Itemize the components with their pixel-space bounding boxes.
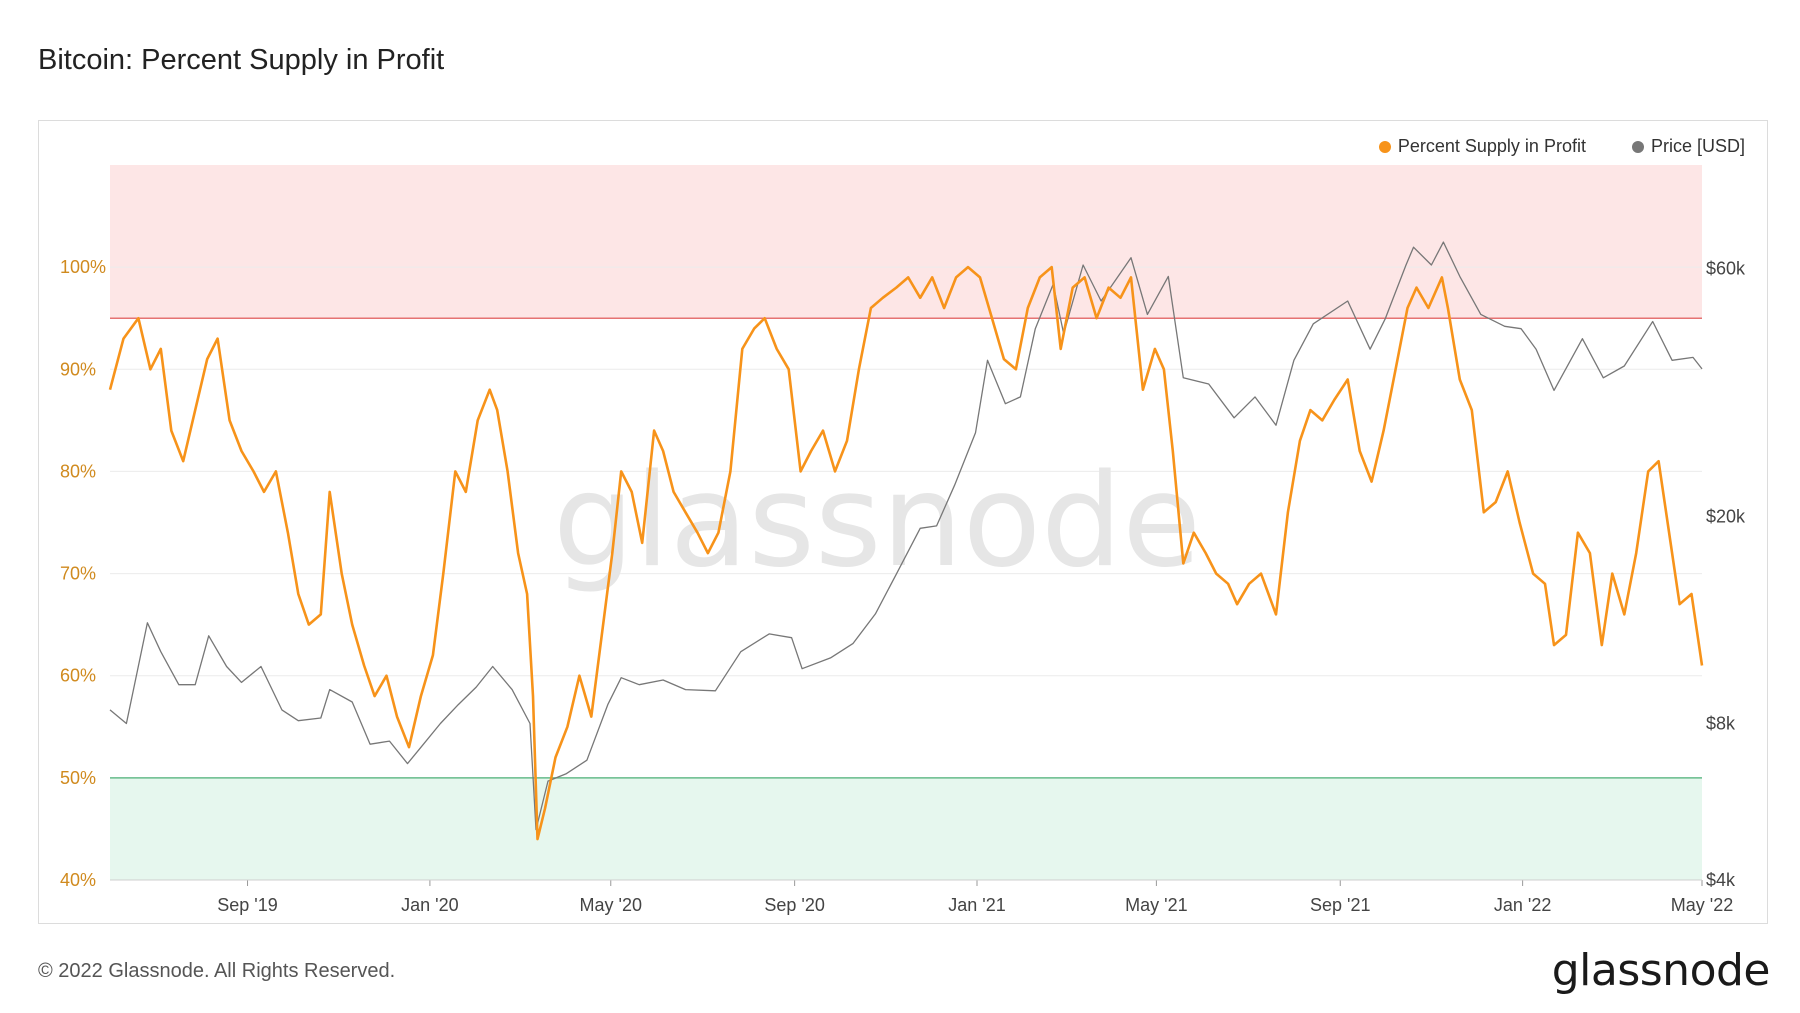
y-tick-left: 90% bbox=[60, 359, 96, 379]
x-tick-label: Jan '21 bbox=[948, 895, 1005, 915]
watermark-text: glassnode bbox=[553, 447, 1201, 596]
legend-label-profit: Percent Supply in Profit bbox=[1397, 136, 1586, 156]
x-tick-label: May '20 bbox=[580, 895, 642, 915]
y-tick-right: $4k bbox=[1706, 870, 1736, 890]
upper-zone bbox=[110, 165, 1702, 319]
lower-zone bbox=[110, 777, 1702, 880]
legend-item-price[interactable]: Price [USD] bbox=[1631, 136, 1745, 157]
x-tick-label: Sep '20 bbox=[764, 895, 825, 915]
legend-marker-profit bbox=[1378, 140, 1391, 153]
chart-frame bbox=[38, 120, 1768, 924]
legend-item-profit[interactable]: Percent Supply in Profit bbox=[1378, 136, 1586, 157]
series-line-percent-supply-in-profit bbox=[108, 265, 1704, 841]
legend: Percent Supply in Profit Price [USD] bbox=[1378, 136, 1745, 157]
y-tick-left: 100% bbox=[60, 257, 106, 277]
y-tick-left: 50% bbox=[60, 768, 96, 788]
glassnode-logo[interactable]: glassnode bbox=[1551, 945, 1771, 996]
series-line-price-usd bbox=[109, 241, 1703, 831]
y-tick-left: 60% bbox=[60, 666, 96, 686]
copyright-text: © 2022 Glassnode. All Rights Reserved. bbox=[38, 960, 396, 982]
x-tick-label: May '22 bbox=[1671, 895, 1733, 915]
y-tick-right: $60k bbox=[1706, 259, 1746, 279]
y-tick-left: 40% bbox=[60, 870, 96, 890]
y-tick-right: $20k bbox=[1706, 507, 1746, 527]
x-tick-label: May '21 bbox=[1125, 895, 1187, 915]
chart-title: Bitcoin: Percent Supply in Profit bbox=[38, 44, 445, 76]
x-tick-label: Jan '20 bbox=[401, 895, 458, 915]
y-tick-right: $8k bbox=[1706, 714, 1736, 734]
legend-marker-price bbox=[1631, 140, 1644, 153]
y-tick-left: 80% bbox=[60, 461, 96, 481]
legend-label-price: Price [USD] bbox=[1650, 136, 1745, 156]
x-tick-label: Sep '21 bbox=[1310, 895, 1371, 915]
y-tick-left: 70% bbox=[60, 564, 96, 584]
x-tick-label: Jan '22 bbox=[1494, 895, 1551, 915]
x-tick-label: Sep '19 bbox=[217, 895, 278, 915]
